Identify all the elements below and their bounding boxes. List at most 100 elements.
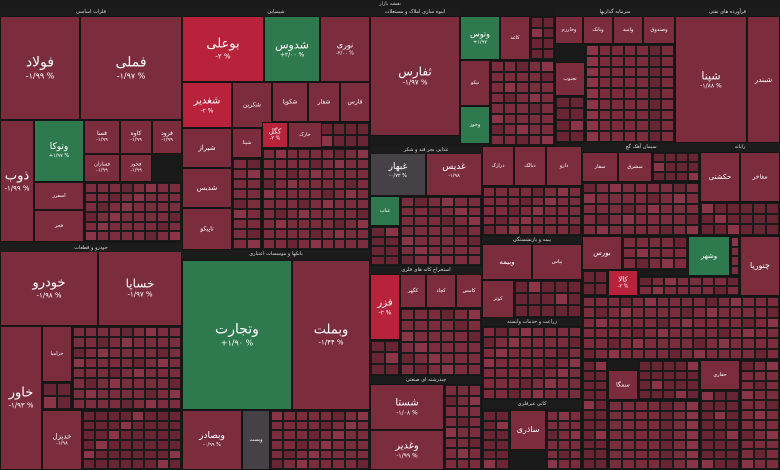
stock-tile-tenvin[interactable]: تپکو — [460, 60, 490, 106]
stock-tile-tapiko[interactable]: تاپیکو — [182, 208, 232, 250]
filler-cell — [401, 255, 415, 265]
stock-tile-khark[interactable]: خارک — [288, 122, 322, 148]
stock-tile-kaghad[interactable]: کاغد — [500, 16, 530, 60]
stock-tile-boali[interactable]: بوعلی -۲ % — [182, 16, 264, 82]
stock-tile-vatooka[interactable]: وتوکا +۱/۹۷ % — [34, 120, 84, 182]
filler-cell — [156, 459, 169, 469]
filler-cell — [651, 277, 664, 286]
stock-tile-darou[interactable]: دارو — [546, 146, 582, 186]
stock-tile-dbale[interactable]: دبالک — [514, 146, 546, 186]
stock-tile-shpnaft[interactable]: شپنا — [232, 128, 262, 158]
stock-tile-kaveh[interactable]: کاوه -۱/۹۹ — [120, 120, 152, 154]
stock-tile-semga[interactable]: سمگا — [608, 370, 638, 400]
stock-tile-foroud[interactable]: فرود -۱/۹۹ — [152, 120, 182, 154]
stock-tile-hafari[interactable]: حفاری — [700, 360, 740, 390]
filler-cell — [570, 130, 584, 142]
stock-tile-vbsadr[interactable]: وبصادر -۰/۹۹ % — [182, 410, 242, 470]
stock-tile-fsazan[interactable]: فسازان -۱/۹۹ — [84, 154, 120, 182]
stock-tile-khsapa[interactable]: خساپا -۱/۹۷ % — [98, 250, 182, 326]
stock-tile-kowsar[interactable]: کوثر — [482, 280, 514, 318]
stock-tile-sfar[interactable]: سفار — [582, 152, 618, 182]
filler-cell — [675, 361, 687, 371]
stock-tile-shbandar[interactable]: شبندر — [747, 16, 780, 143]
stock-tile-vbemellat[interactable]: وبملت -۱/۴۴ % — [292, 260, 370, 410]
stock-tile-kala[interactable]: کالا -۲ % — [608, 270, 638, 296]
stock-tile-ghbehar[interactable]: غبهار -۰/۷۲ % — [370, 146, 426, 196]
filler-cell — [121, 337, 133, 348]
filler-cell — [109, 202, 121, 212]
stock-tile-farse[interactable]: فارس — [340, 82, 370, 122]
stock-tile-ghnab[interactable]: غناب — [370, 196, 400, 226]
filler-cell — [742, 338, 755, 349]
filler-cell — [332, 420, 345, 431]
stock-tile-zob[interactable]: ذوب -۱/۹۹ % — [0, 120, 34, 242]
filler-cell — [414, 309, 428, 320]
stock-tile-vamid[interactable]: وامید — [613, 16, 643, 44]
stock-tile-khdizel[interactable]: خدیزل -۱/۹۸ — [42, 410, 82, 470]
stock-tile-fekhooz[interactable]: فخوز -۱/۹۹ — [120, 154, 152, 182]
filler-cell — [583, 271, 595, 283]
stock-tile-sadari[interactable]: ساذری — [510, 410, 546, 450]
stock-tile-tharas[interactable]: ثفارس -۱/۹۷ % — [370, 16, 460, 136]
stock-tile-foolad[interactable]: فولاد -۱/۹۹ % — [0, 16, 80, 120]
filler-cell — [714, 213, 727, 225]
stock-tile-fameli[interactable]: فملی -۱/۹۷ % — [80, 16, 182, 120]
filler-cell — [483, 327, 496, 338]
stock-tile-esfarz[interactable]: اسفرز — [34, 182, 84, 210]
stock-tile-vkhooz[interactable]: وخوز — [460, 106, 490, 144]
filler-cell — [607, 348, 620, 359]
filler-block — [582, 270, 608, 296]
filler-cell — [673, 430, 687, 440]
stock-tile-chadan[interactable]: ثجنوب — [555, 62, 585, 96]
stock-tile-vepcomp[interactable]: وصندوق — [643, 16, 675, 44]
stock-tile-sharq[interactable]: سشرق — [618, 152, 652, 182]
stock-tile-drazak[interactable]: درازک — [482, 146, 514, 186]
filler-cell — [483, 357, 496, 369]
filler-cell — [295, 459, 308, 469]
stock-tile-shasta[interactable]: شستا -۱/۰۸ % — [370, 384, 444, 430]
filler-cell — [648, 66, 662, 78]
stock-tile-hkeshti[interactable]: حکشتی — [700, 152, 740, 202]
stock-tile-kchad[interactable]: کچاد — [426, 274, 456, 308]
filler-block — [490, 60, 555, 146]
stock-tile-boorus[interactable]: بورس — [582, 236, 622, 270]
filler-cell — [647, 430, 661, 440]
filler-cell — [83, 440, 96, 450]
filler-cell — [157, 192, 169, 203]
stock-tile-shekooya[interactable]: شکویا — [272, 82, 308, 122]
stock-tile-vshahr[interactable]: وشهر — [688, 236, 730, 276]
stock-tile-vghadir[interactable]: وغدیر -۱/۹۹ % — [370, 430, 444, 470]
stock-tile-fazar[interactable]: فزر -۲ % — [370, 274, 400, 340]
stock-tile-vekharazm[interactable]: وخارزم — [555, 16, 583, 44]
tile-symbol: سمگا — [616, 381, 630, 389]
filler-cell — [271, 420, 284, 431]
stock-tile-khavar[interactable]: خاور -۱/۹۳ % — [0, 326, 42, 470]
stock-tile-chnoria[interactable]: چنوریا — [740, 236, 780, 296]
stock-tile-ghdis[interactable]: غدیس -۱/۹۸ — [426, 146, 482, 196]
filler-cell — [754, 348, 767, 359]
stock-tile-shpna[interactable]: شپنا -۱/۸۸ % — [675, 16, 747, 143]
stock-tile-khodro[interactable]: خودرو -۱/۹۸ % — [0, 250, 98, 326]
stock-tile-shafar[interactable]: شفار — [308, 82, 340, 122]
stock-tile-shedoos[interactable]: شدوس +۲/۰۰ % — [264, 16, 320, 82]
stock-tile-vfanmzd[interactable]: مفاخر — [740, 152, 780, 202]
stock-tile-shiraz[interactable]: شیراز — [182, 128, 232, 168]
stock-tile-kmes[interactable]: کامس — [456, 274, 482, 308]
stock-tile-kagol[interactable]: کگل -۲ % — [262, 122, 288, 148]
stock-tile-shdis[interactable]: شدیس — [182, 168, 232, 208]
stock-tile-khzamia[interactable]: خزامیا — [42, 326, 72, 382]
stock-tile-vtejarat[interactable]: وتجارت +۱/۹۰ % — [182, 260, 292, 410]
stock-tile-vbime[interactable]: وبیمه — [482, 244, 532, 280]
stock-tile-vatoos[interactable]: وتوس +۱/۹۷ — [460, 16, 500, 60]
stock-tile-shekarn[interactable]: شکربن — [232, 82, 272, 128]
stock-tile-noori[interactable]: نوری -۲/۰۰ % — [320, 16, 370, 82]
tile-symbol: غبهار — [388, 162, 408, 172]
filler-cell — [321, 123, 333, 135]
stock-tile-vbank[interactable]: وبانک — [583, 16, 613, 44]
stock-tile-fasa[interactable]: فسا -۱/۹۹ — [84, 120, 120, 154]
stock-tile-bipas[interactable]: بپاس — [532, 244, 582, 280]
stock-tile-fajr[interactable]: فجر — [34, 210, 84, 242]
stock-tile-shghadir[interactable]: شغدیر -۲ % — [182, 82, 232, 128]
stock-tile-vpost[interactable]: وپست — [242, 410, 270, 470]
stock-tile-kgohar[interactable]: کگهر — [400, 274, 426, 308]
